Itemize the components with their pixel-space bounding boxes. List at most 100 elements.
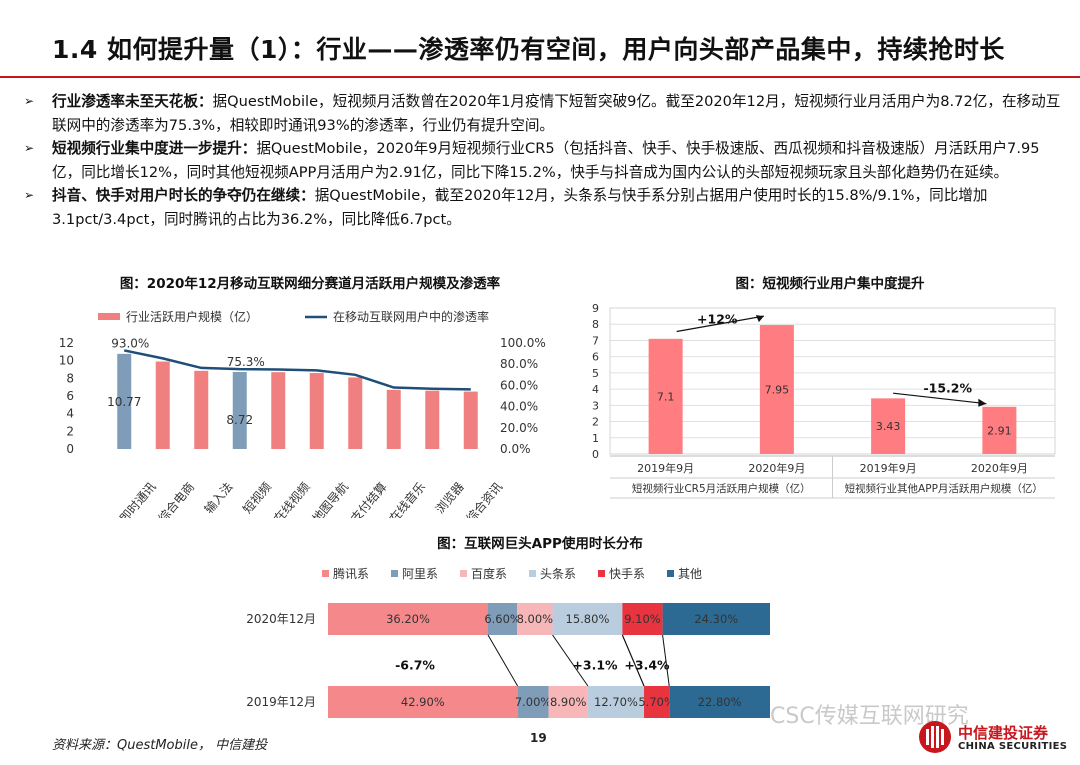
x-tick-label: 综合电商 [155,479,197,518]
bullet-body: 据QuestMobile，截至2020年12月，头条系与快手系分别占据用户使用时… [52,187,988,228]
chart-usage-time: 腾讯系 阿里系 百度系 头条系 快手系 其他 2020年12月 36.20% 6.60%8.00… [246,566,770,718]
legend-label: 腾讯系 [333,566,369,581]
segment-data-label: 15.80% [566,612,610,626]
stacked-segment [644,686,670,718]
csc-logo-icon [919,721,951,753]
y-category-label: 2019年12月 [246,695,316,709]
y-right-tick: 80.0% [500,357,538,371]
chart-mau-penetration: 行业活跃用户规模（亿） 在移动互联网用户中的渗透率 0 2 4 6 8 10 12 0.0% 20.… [60,309,546,518]
y-category-label: 2020年12月 [246,612,316,626]
x-tick-label: 即时通讯 [117,480,159,518]
segment-data-label: 22.80% [698,695,742,709]
bar [232,371,247,449]
stacked-segment [328,603,489,635]
x-tick-label: 短视频 [239,479,274,516]
segment-data-label: 42.90% [401,695,445,709]
bullet-penetration: ➢ 行业渗透率未至天花板：据QuestMobile，短视频月活数曾在2020年1月… [22,90,1062,137]
stacked-segment [662,603,770,635]
bar [871,398,906,454]
chart2-title: 图：短视频行业用户集中度提升 [735,276,925,292]
y-tick: 4 [592,383,599,396]
bar [463,391,478,449]
stacked-segment [328,686,518,718]
logo-cn-text: 中信建投证券 [958,724,1049,742]
annotation-label: +3.4% [624,658,670,673]
bar [982,406,1017,454]
x-tick-label: 支付结算 [347,479,389,518]
group-label: 短视频行业CR5月活跃用户规模（亿） [632,482,811,495]
arrow-bullet-icon: ➢ [24,141,35,155]
y-tick: 9 [592,302,599,315]
bullet-concentration: ➢ 短视频行业集中度进一步提升：据QuestMobile，2020年9月短视频行业… [22,137,1062,184]
segment-data-label: 7.00% [515,695,552,709]
y-right-tick: 40.0% [500,400,538,414]
plot-border [609,307,1056,455]
legend-swatch [322,570,329,577]
x-tick-label: 2020年9月 [971,461,1028,475]
y-right-tick: 100.0% [500,336,546,350]
bar [648,338,683,454]
y-tick: 0 [592,448,599,461]
y-tick: 3 [592,399,599,412]
source-note: 资料来源：QuestMobile， 中信建投 [52,738,268,753]
segment-data-label: 8.00% [517,612,554,626]
group-label: 短视频行业其他APP月活跃用户规模（亿） [845,482,1043,495]
y-right-tick: 60.0% [500,378,538,392]
segment-data-label: 9.10% [624,612,661,626]
y-tick: 5 [592,367,599,380]
segment-data-label: 5.70% [638,695,675,709]
y-right-tick: 20.0% [500,421,538,435]
chart1-title: 图：2020年12月移动互联网细分赛道月活跃用户规模及渗透率 [119,276,501,292]
legend-label: 头条系 [540,567,576,581]
stacked-segment [517,603,553,635]
segment-data-label: 8.90% [550,695,587,709]
y-left-tick: 8 [66,371,74,385]
y-left-tick: 0 [66,442,74,456]
legend-label: 阿里系 [402,567,438,581]
y-left-tick: 12 [60,336,74,350]
logo-en-text: CHINA SECURITIES [958,741,1068,752]
legend-swatch [598,570,605,577]
stacked-segment [622,603,663,635]
legend-label: 百度系 [471,566,507,581]
bullet-body: 据QuestMobile，短视频月活数曾在2020年1月疫情下短暂突破9亿。截至… [52,93,1061,134]
bar-data-label: 3.43 [876,420,901,433]
annotation-label: +3.1% [572,658,618,673]
stacked-segment [669,686,770,718]
stacked-segment [548,686,588,718]
y-tick: 1 [592,432,599,445]
bar [386,389,401,449]
arrow-bullet-icon: ➢ [24,188,35,202]
penetration-line [123,349,471,391]
x-tick-label: 地图导航 [309,479,351,518]
bar-data-label: 7.1 [657,390,675,403]
bar [117,353,132,449]
y-right-tick: 0.0% [500,442,531,456]
connector-line [552,634,589,687]
segment-data-label: 6.60% [484,612,521,626]
chart-concentration: 0 1 2 3 4 5 6 7 8 9 7.1 2019年9月 7.95 2020年9月 3.43 2019年… [592,302,1056,499]
arrow-bullet-icon: ➢ [24,94,35,108]
x-tick-label: 2019年9月 [637,461,694,475]
bar [348,377,363,449]
connector-line [662,634,670,687]
x-tick-label: 在线音乐 [386,479,428,518]
bullet-body: 据QuestMobile，2020年9月短视频行业CR5（包括抖音、快手、快手极… [52,140,1040,181]
arrow-line [676,315,764,333]
stacked-segment [552,603,623,635]
bar-data-label: 2.91 [987,424,1012,437]
legend-label-bar: 行业活跃用户规模（亿） [126,309,258,324]
chart3-title: 图：互联网巨头APP使用时长分布 [437,536,643,552]
bar [759,325,794,454]
connector-line [621,634,645,687]
page-title: 1.4 如何提升量（1）：行业——渗透率仍有空间，用户向头部产品集中，持续抢时长 [52,35,1005,64]
bar-data-label: 7.95 [765,384,790,397]
legend-label: 其他 [678,567,702,581]
bar [194,370,209,449]
arrow-head [755,315,764,323]
line-data-label: 75.3% [227,355,265,369]
x-tick-label: 浏览器 [432,479,467,516]
annotation-label: -15.2% [923,380,972,395]
bar [271,372,286,449]
stacked-segment [517,686,549,718]
